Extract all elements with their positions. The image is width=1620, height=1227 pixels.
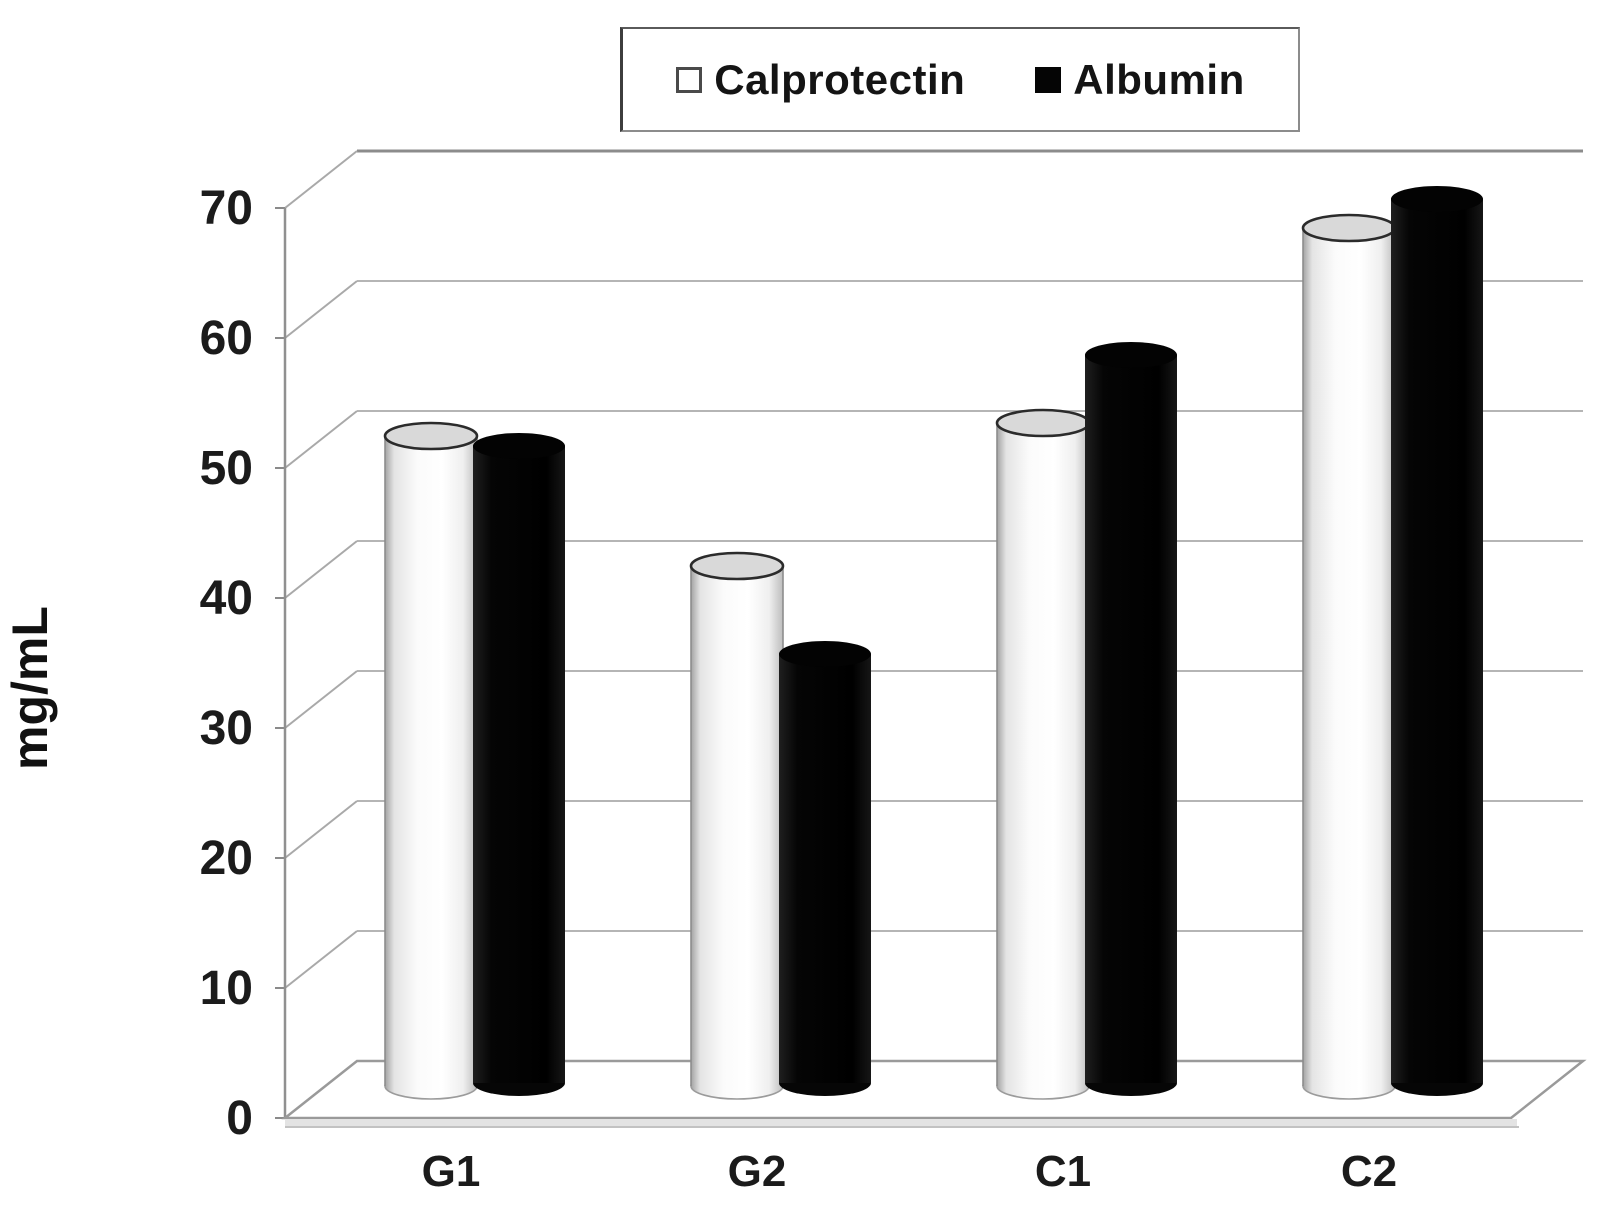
x-category-label-c1: C1 xyxy=(1035,1147,1091,1196)
y-tick-label-0: 0 xyxy=(226,1092,253,1145)
y-tick-label-30: 30 xyxy=(200,702,253,755)
y-tick-label-10: 10 xyxy=(200,962,253,1015)
gridline-connector-60 xyxy=(284,280,358,339)
x-category-label-c2: C2 xyxy=(1341,1147,1397,1196)
chart-floor xyxy=(281,1059,1587,1128)
x-category-label-g2: G2 xyxy=(728,1147,787,1196)
floor-thickness xyxy=(285,1119,1517,1126)
y-tick-label-20: 20 xyxy=(200,832,253,885)
legend-label-calprotectin: Calprotectin xyxy=(714,55,966,103)
bars xyxy=(383,186,1483,1100)
cylinder-g2-albumin xyxy=(779,641,871,1096)
legend-label-albumin: Albumin xyxy=(1073,55,1245,103)
floor-polygon xyxy=(281,1059,1587,1120)
cylinder-g2-calprotectin xyxy=(689,551,785,1100)
y-tick-label-50: 50 xyxy=(200,442,253,495)
cylinder-g1-albumin xyxy=(473,433,565,1096)
gridline-connector-40 xyxy=(284,540,358,599)
gridline-connector-30 xyxy=(284,670,358,729)
cylinder-c1-albumin xyxy=(1085,342,1177,1096)
y-tick-label-60: 60 xyxy=(200,312,253,365)
y-tick-labels: 0 10 20 30 40 50 60 70 xyxy=(200,182,253,1145)
y-tick-label-70: 70 xyxy=(200,182,253,235)
gridline-connector-20 xyxy=(284,800,358,859)
calprotectin-swatch-icon xyxy=(676,66,703,93)
legend-item-albumin: Albumin xyxy=(1035,56,1244,104)
y-tick-label-40: 40 xyxy=(200,572,253,625)
legend-item-calprotectin: Calprotectin xyxy=(676,56,965,104)
cylinder-g1-calprotectin xyxy=(383,421,479,1100)
cylinder-c2-albumin xyxy=(1391,186,1483,1096)
albumin-swatch-icon xyxy=(1035,66,1062,93)
gridline-connector-70 xyxy=(284,150,358,209)
chart-legend: Calprotectin Albumin xyxy=(620,27,1300,132)
x-category-labels: G1 G2 C1 C2 xyxy=(422,1147,1397,1196)
gridline-connector-10 xyxy=(284,930,358,989)
cylinder-c2-calprotectin xyxy=(1301,213,1397,1100)
gridline-connector-50 xyxy=(284,410,358,469)
x-category-label-g1: G1 xyxy=(422,1147,481,1196)
cylinder-c1-calprotectin xyxy=(995,408,1091,1100)
